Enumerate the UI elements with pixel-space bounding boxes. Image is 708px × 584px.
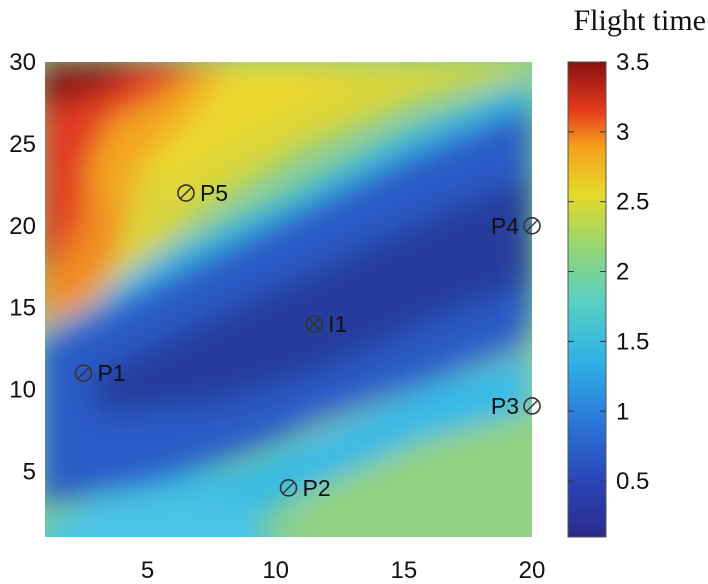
- colorbar-tick-label: 1.5: [616, 328, 649, 355]
- colorbar-tick-label: 3: [616, 119, 629, 146]
- marker-label: P4: [491, 213, 519, 239]
- marker-p4: P4: [491, 213, 541, 239]
- marker-i1: I1: [305, 311, 347, 337]
- marker-circle: [74, 364, 93, 383]
- colorbar-tick-label: 2.5: [616, 189, 649, 216]
- x-tick-label: 20: [519, 557, 546, 584]
- marker-p3: P3: [491, 393, 541, 419]
- y-tick-label: 20: [9, 213, 36, 240]
- marker-circle: [177, 184, 195, 202]
- marker-circle: [305, 315, 323, 333]
- marker-circle: [523, 216, 541, 235]
- marker-label: P5: [200, 180, 228, 206]
- y-axis-ticks: 5 10 15 20 25 30: [9, 49, 36, 485]
- colorbar-tick-label: 0.5: [616, 468, 649, 495]
- colorbar-title: Flight time: [573, 4, 706, 37]
- x-axis-ticks: 5 10 15 20: [141, 557, 546, 584]
- y-tick-label: 15: [9, 295, 36, 322]
- y-tick-label: 5: [23, 458, 36, 485]
- colorbar-tick-label: 2: [616, 259, 629, 286]
- marker-circle: [523, 397, 541, 415]
- y-tick-label: 25: [9, 131, 36, 158]
- marker-label: I1: [328, 311, 347, 337]
- marker-p1: P1: [74, 360, 126, 386]
- marker-p2: P2: [279, 475, 331, 501]
- colorbar-tick-label: 1: [616, 398, 629, 425]
- markers: P1 P2 P3 P4 P5 I1: [74, 180, 541, 501]
- colorbar-tick-label: 3.5: [616, 49, 649, 76]
- x-tick-label: 5: [141, 557, 154, 584]
- colorbar: [567, 61, 607, 538]
- colorbar-ticks: 0.5 1 1.5 2 2.5 3 3.5: [568, 49, 649, 495]
- y-tick-label: 30: [9, 49, 36, 76]
- marker-circle: [279, 479, 298, 497]
- x-tick-label: 15: [390, 557, 417, 584]
- marker-label: P2: [303, 475, 331, 501]
- marker-label: P3: [491, 393, 519, 419]
- heatmap-surface: [45, 62, 532, 537]
- marker-p5: P5: [177, 180, 228, 206]
- y-tick-label: 10: [9, 377, 36, 404]
- x-tick-label: 10: [262, 557, 289, 584]
- marker-label: P1: [97, 360, 125, 386]
